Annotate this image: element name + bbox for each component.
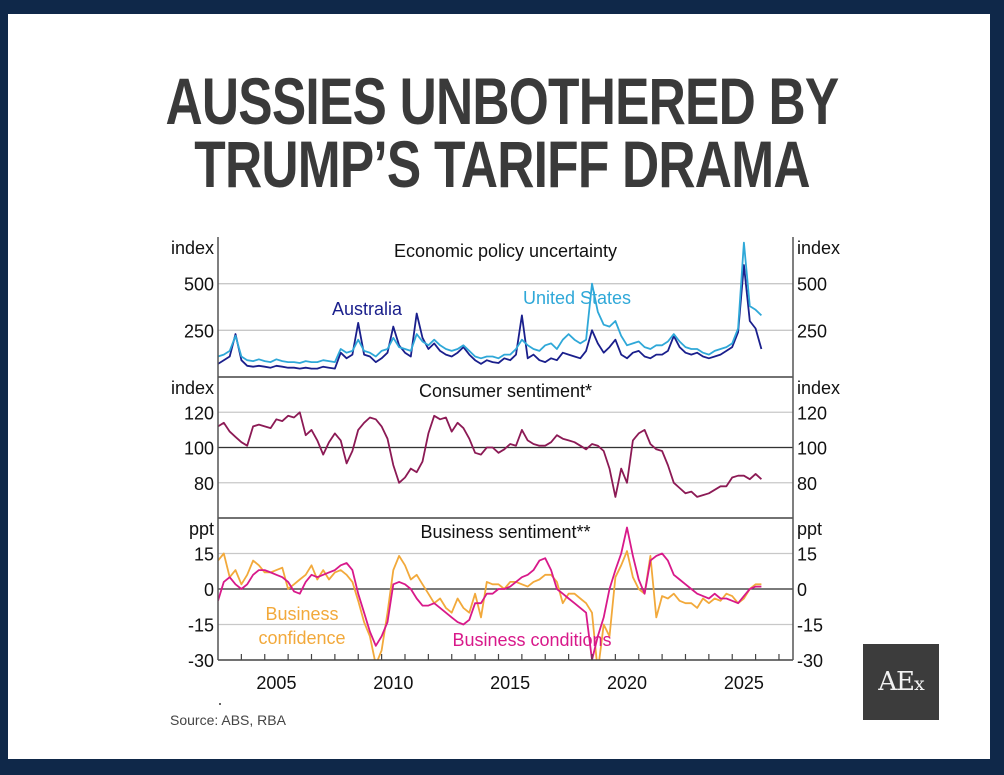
aex-logo-text: AEx xyxy=(878,667,924,697)
series-australia xyxy=(218,264,763,370)
panel-3-ytick-right: 15 xyxy=(797,545,817,565)
series-business-confidence xyxy=(218,550,762,660)
panel-2-ytick-right: 80 xyxy=(797,474,817,494)
series-label-business-confidence: Business xyxy=(265,604,338,624)
panel-1-ytick-right: 500 xyxy=(797,275,827,295)
headline-line-2: TRUMP’S TARIFF DRAMA xyxy=(194,127,810,201)
headline-line-1: AUSSIES UNBOTHERED BY xyxy=(165,64,840,138)
x-tick-label: 2020 xyxy=(607,673,647,693)
series-label-business-confidence-2: confidence xyxy=(258,628,345,648)
panel-1-ytick-right: 250 xyxy=(797,321,827,341)
x-tick-label: 2015 xyxy=(490,673,530,693)
panel-3-ytick-right: -15 xyxy=(797,616,823,636)
x-tick-label: 2010 xyxy=(373,673,413,693)
panel-3-ytick-left: 15 xyxy=(194,545,214,565)
panel-2-ylabel-left: index xyxy=(171,378,214,398)
series-consumer-sentiment xyxy=(218,411,763,498)
panel-1-title: Economic policy uncertainty xyxy=(394,241,617,261)
aex-logo: AEx xyxy=(863,644,939,720)
series-united-states xyxy=(218,241,763,364)
panel-3-ytick-right: 0 xyxy=(797,580,807,600)
panel-2-ytick-right: 100 xyxy=(797,439,827,459)
series-label-business-conditions: Business conditions xyxy=(452,630,611,650)
panel-2-title: Consumer sentiment* xyxy=(419,381,592,401)
panel-3-ytick-left: 0 xyxy=(204,580,214,600)
panel-3-ylabel-right: ppt xyxy=(797,519,822,539)
panel-1-ylabel-right: index xyxy=(797,238,840,258)
series-business-conditions xyxy=(218,526,762,660)
source-note: Source: ABS, RBA xyxy=(170,712,286,728)
panel-3-ytick-left: -30 xyxy=(188,651,214,671)
panel-2-ytick-left: 80 xyxy=(194,474,214,494)
panel-2-ytick-left: 120 xyxy=(184,403,214,423)
series-label-united-states: United States xyxy=(523,288,631,308)
panel-3-ytick-left: -15 xyxy=(188,616,214,636)
panel-3-ylabel-left: ppt xyxy=(189,519,214,539)
panel-1-ytick-left: 500 xyxy=(184,275,214,295)
panel-3-ytick-right: -30 xyxy=(797,651,823,671)
panel-2-ytick-left: 100 xyxy=(184,439,214,459)
panel-1-ylabel-left: index xyxy=(171,238,214,258)
x-tick-label: 2005 xyxy=(256,673,296,693)
panel-2-ytick-right: 120 xyxy=(797,403,827,423)
panel-2-ylabel-right: index xyxy=(797,378,840,398)
panel-3-title: Business sentiment** xyxy=(420,522,590,542)
x-tick-label: 2025 xyxy=(724,673,764,693)
series-label-australia: Australia xyxy=(332,299,403,319)
decorative-dot xyxy=(219,703,221,705)
card xyxy=(8,14,990,759)
panel-1-ytick-left: 250 xyxy=(184,321,214,341)
